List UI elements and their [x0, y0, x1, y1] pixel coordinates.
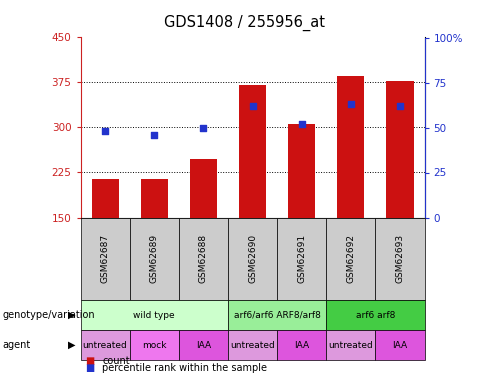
Point [101, 128, 109, 134]
Bar [228, 300, 326, 330]
Text: IAA: IAA [196, 340, 211, 350]
Bar [375, 330, 425, 360]
Text: untreated: untreated [328, 340, 373, 350]
Text: untreated: untreated [83, 340, 127, 350]
Text: GSM62689: GSM62689 [150, 234, 159, 284]
Text: agent: agent [2, 340, 31, 350]
Bar [239, 86, 266, 218]
Text: GSM62693: GSM62693 [395, 234, 405, 284]
Bar [228, 330, 277, 360]
Text: GSM62687: GSM62687 [101, 234, 110, 284]
Bar [288, 124, 315, 217]
Text: IAA: IAA [294, 340, 309, 350]
Bar [81, 217, 130, 300]
Text: ■: ■ [85, 363, 95, 373]
Bar [277, 217, 326, 300]
Point [150, 132, 158, 138]
Text: ▶: ▶ [68, 310, 76, 320]
Text: percentile rank within the sample: percentile rank within the sample [102, 363, 267, 373]
Bar [179, 330, 228, 360]
Bar [130, 217, 179, 300]
Bar [326, 330, 375, 360]
Bar [277, 330, 326, 360]
Bar [81, 300, 228, 330]
Point [200, 124, 207, 130]
Bar [92, 178, 119, 218]
Bar [130, 330, 179, 360]
Text: ■: ■ [85, 356, 95, 366]
Bar [179, 217, 228, 300]
Point [347, 101, 355, 107]
Point [298, 121, 305, 127]
Text: mock: mock [142, 340, 166, 350]
Bar [326, 217, 375, 300]
Bar [386, 81, 413, 218]
Text: ▶: ▶ [68, 340, 76, 350]
Text: untreated: untreated [230, 340, 275, 350]
Bar [337, 76, 365, 218]
Text: GSM62688: GSM62688 [199, 234, 208, 284]
Text: GSM62691: GSM62691 [297, 234, 306, 284]
Text: GDS1408 / 255956_at: GDS1408 / 255956_at [163, 15, 325, 31]
Bar [141, 178, 168, 218]
Text: genotype/variation: genotype/variation [2, 310, 95, 320]
Text: GSM62690: GSM62690 [248, 234, 257, 284]
Text: wild type: wild type [133, 310, 175, 320]
Bar [190, 159, 217, 218]
Text: IAA: IAA [392, 340, 407, 350]
Bar [81, 330, 130, 360]
Bar [375, 217, 425, 300]
Text: arf6/arf6 ARF8/arf8: arf6/arf6 ARF8/arf8 [234, 310, 321, 320]
Point [248, 103, 257, 109]
Bar [228, 217, 277, 300]
Text: arf6 arf8: arf6 arf8 [356, 310, 395, 320]
Bar [326, 300, 425, 330]
Point [396, 103, 404, 109]
Text: count: count [102, 356, 130, 366]
Text: GSM62692: GSM62692 [346, 234, 355, 283]
